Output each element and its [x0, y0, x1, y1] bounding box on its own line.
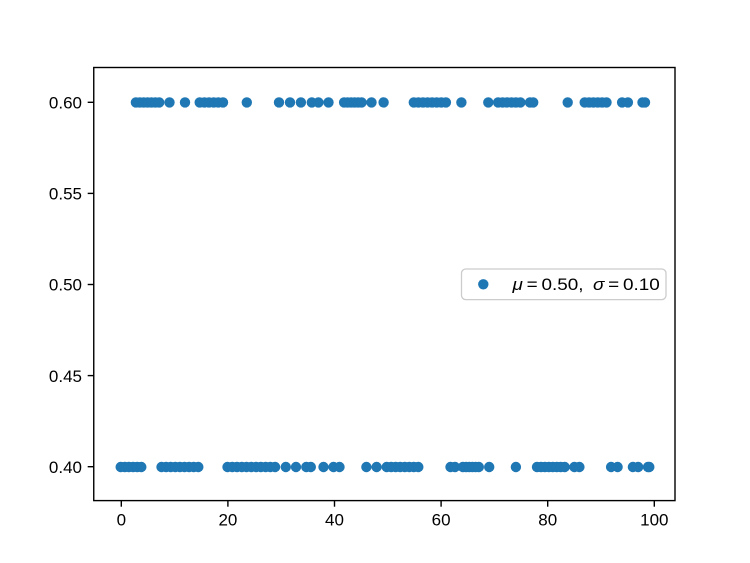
svg-text:80: 80	[538, 511, 557, 530]
svg-text:100: 100	[640, 511, 668, 530]
svg-text:0.45: 0.45	[49, 367, 82, 386]
svg-text:0: 0	[117, 511, 126, 530]
svg-text:μ = 0.50, σ = 0.10: μ = 0.50, σ = 0.10	[511, 275, 659, 294]
svg-text:0.40: 0.40	[49, 458, 82, 477]
svg-text:60: 60	[432, 511, 451, 530]
svg-text:0.55: 0.55	[49, 185, 82, 204]
svg-text:0.50: 0.50	[49, 276, 82, 295]
svg-text:0.60: 0.60	[49, 94, 82, 113]
svg-text:40: 40	[325, 511, 344, 530]
svg-text:20: 20	[218, 511, 237, 530]
